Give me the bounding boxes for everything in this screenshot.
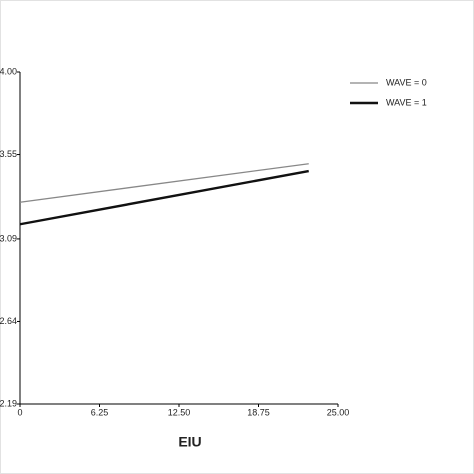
x-axis-label: EIU	[178, 434, 201, 450]
legend-label: WAVE = 0	[386, 77, 427, 87]
legend-label: WAVE = 1	[386, 97, 427, 107]
x-tick-label: 12.50	[168, 407, 191, 417]
x-tick-label: 0	[17, 407, 22, 417]
y-tick-label: 3.09	[0, 233, 17, 243]
series-line	[19, 169, 309, 226]
y-tick-label: 3.55	[0, 149, 17, 159]
y-tick-label: 2.19	[0, 398, 17, 408]
x-tick-label: 6.25	[91, 407, 109, 417]
series-line	[19, 163, 309, 203]
x-tick-label: 18.75	[247, 407, 270, 417]
x-tick-label: 25.00	[327, 407, 350, 417]
y-tick-label: 4.00	[0, 66, 17, 76]
y-tick-label: 2.64	[0, 316, 17, 326]
